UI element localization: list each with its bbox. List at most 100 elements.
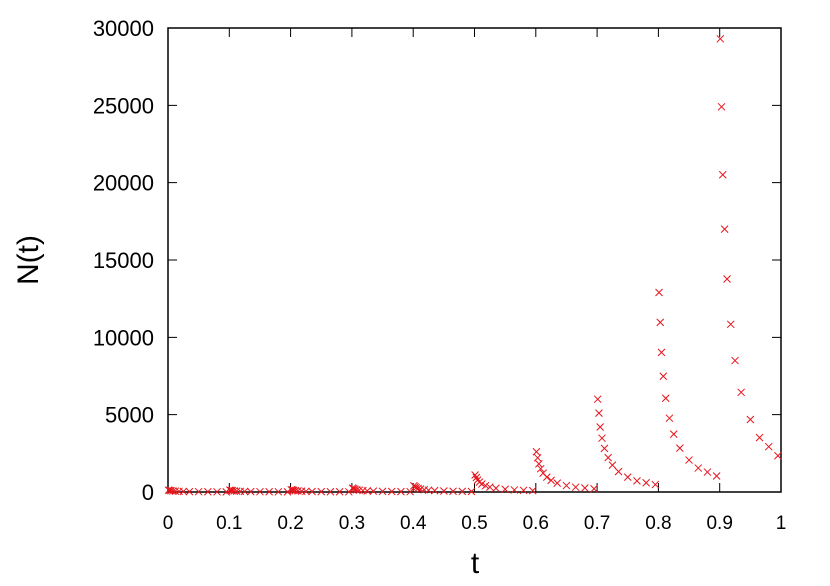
- scatter-point: [492, 484, 500, 493]
- scatter-point: [230, 487, 239, 495]
- scatter-point: [703, 468, 712, 476]
- scatter-point: [598, 434, 606, 443]
- scatter-point: [387, 487, 396, 496]
- scatter-point: [717, 102, 726, 111]
- scatter-point: [533, 453, 542, 462]
- scatter-point: [510, 486, 519, 494]
- scatter-point: [326, 487, 335, 496]
- y-axis-label: N(t): [12, 235, 45, 285]
- scatter-point: [439, 487, 448, 495]
- scatter-point: [430, 486, 439, 495]
- scatter-point: [774, 451, 782, 460]
- x-tick-label: 0.8: [645, 513, 671, 534]
- x-tick-label: 0.9: [706, 513, 732, 534]
- scatter-point: [608, 461, 617, 469]
- x-tick-label: 0.2: [277, 513, 303, 534]
- scatter-point: [536, 464, 545, 473]
- scatter-point: [369, 487, 378, 496]
- scatter-point: [716, 34, 725, 43]
- scatter-point: [256, 487, 264, 496]
- scatter-point: [222, 487, 231, 496]
- scatter-point: [412, 483, 421, 492]
- scatter-point: [593, 395, 602, 404]
- scatter-point: [291, 486, 300, 495]
- plot-frame: [167, 27, 782, 493]
- scatter-point: [169, 487, 177, 495]
- scatter-point: [712, 472, 721, 480]
- scatter-point: [535, 459, 543, 468]
- scatter-point: [283, 487, 292, 496]
- scatter-point: [449, 487, 457, 496]
- scatter-point: [571, 483, 580, 492]
- scatter-point: [720, 225, 729, 234]
- scatter-point: [562, 481, 571, 490]
- scatter-point: [232, 487, 241, 495]
- scatter-point: [623, 473, 632, 482]
- scatter-point: [501, 485, 510, 494]
- scatter-point: [726, 320, 735, 329]
- scatter-point: [532, 447, 541, 456]
- scatter-point: [590, 484, 598, 493]
- scatter-point: [308, 487, 316, 496]
- scatter-point: [265, 487, 273, 496]
- scatter-point: [424, 486, 433, 495]
- x-tick-label: 0: [163, 513, 174, 534]
- y-tick-label: 15000: [93, 248, 154, 273]
- scatter-point: [755, 433, 764, 442]
- y-tick-label: 5000: [105, 403, 154, 428]
- scatter-point: [478, 480, 486, 488]
- scatter-point: [481, 481, 490, 490]
- scatter-point: [764, 442, 773, 451]
- scatter-point: [659, 372, 668, 381]
- scatter-point: [600, 444, 609, 453]
- scatter-point: [731, 356, 739, 365]
- scatter-point: [519, 486, 528, 495]
- scatter-point: [203, 487, 212, 496]
- scatter-point: [580, 484, 589, 492]
- scatter-point: [194, 487, 203, 496]
- scatter-point: [596, 423, 605, 431]
- scatter-point: [335, 487, 344, 496]
- scatter-point: [274, 487, 283, 496]
- x-tick-label: 1: [776, 513, 787, 534]
- scatter-point: [414, 484, 422, 493]
- scatter-point: [718, 170, 727, 179]
- x-tick-label: 0.5: [461, 513, 487, 534]
- scatter-point: [171, 487, 180, 495]
- scatter-point: [746, 415, 755, 424]
- scatter-point: [642, 478, 650, 487]
- x-tick-label: 0.4: [400, 513, 427, 534]
- scatter-point: [240, 487, 249, 496]
- scatter-point: [294, 487, 302, 495]
- scatter-point: [595, 409, 603, 417]
- x-tick-label: 0.3: [339, 513, 365, 534]
- scatter-point: [458, 487, 467, 496]
- scatter-point: [472, 473, 481, 482]
- scatter-point: [665, 414, 674, 423]
- scatter-point: [246, 487, 255, 496]
- scatter-point: [614, 467, 623, 476]
- scatter-point: [302, 487, 310, 496]
- scatter-point: [604, 453, 612, 462]
- scatter-point: [694, 464, 703, 472]
- scatter-point: [676, 444, 684, 452]
- scatter-point: [685, 456, 693, 464]
- scatter-point: [185, 487, 194, 496]
- scatter-point: [213, 487, 221, 496]
- scatter-point: [397, 487, 405, 496]
- scatter-point: [363, 487, 372, 495]
- scatter-point: [669, 430, 678, 438]
- y-tick-label: 0: [142, 480, 154, 505]
- y-tick-label: 20000: [93, 171, 154, 196]
- scatter-point: [633, 477, 641, 485]
- scatter-point: [547, 476, 555, 485]
- x-tick-label: 0.7: [584, 513, 610, 534]
- scatter-point: [317, 487, 326, 496]
- scatter-point: [661, 394, 670, 403]
- scatter-point: [467, 487, 476, 496]
- scatter-point: [655, 288, 663, 297]
- x-axis-label: t: [471, 547, 480, 580]
- scatter-point: [657, 348, 666, 357]
- y-tick-label: 30000: [93, 16, 154, 41]
